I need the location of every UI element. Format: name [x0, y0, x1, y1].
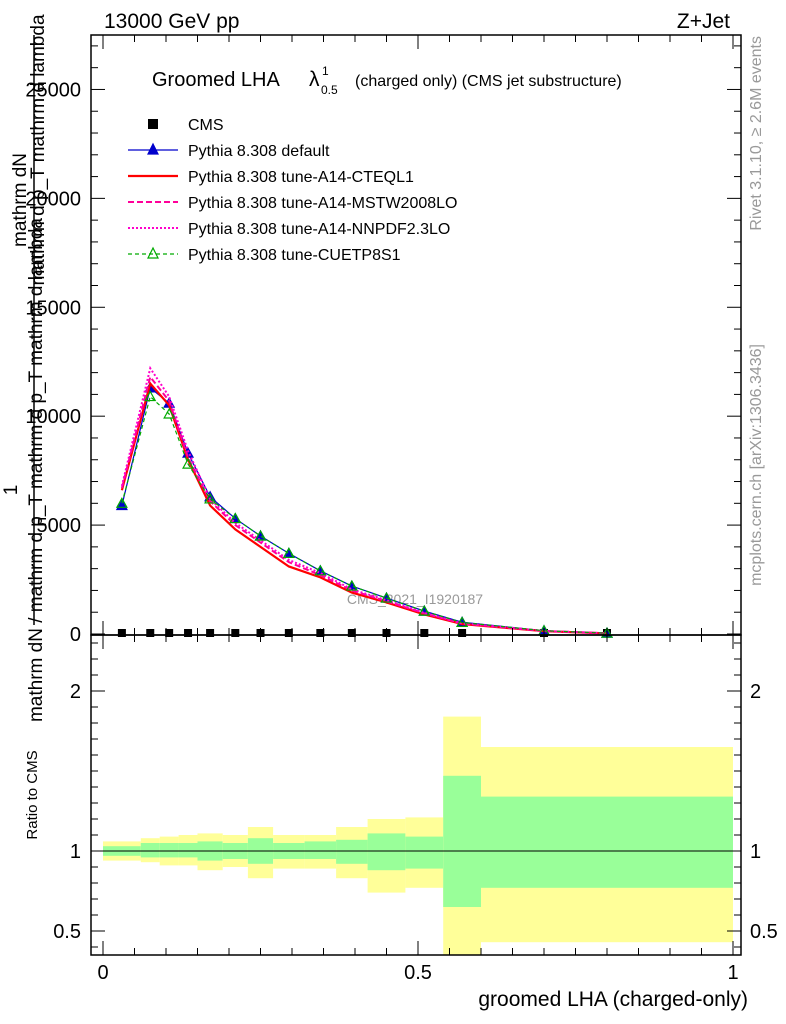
cuetp8s1-triangle-marker — [144, 390, 157, 402]
main-axes: 0 5000 10000 15000 20000 25000 — [25, 34, 742, 646]
ylabel-bottom: mathrm dN / mathrm d p_T mathrm d p_T ma… — [26, 218, 47, 722]
y-tick-label: 5000 — [37, 515, 82, 537]
x-tick-label: 0.5 — [404, 962, 432, 984]
cuetp8s1-triangle-marker — [282, 547, 295, 559]
plot-title: Groomed LHA — [152, 69, 280, 91]
y-tick-label: 25000 — [25, 79, 81, 101]
legend-marker-cms — [148, 119, 158, 129]
y-tick-label: 10000 — [25, 406, 81, 428]
ratio-band-inner — [336, 839, 368, 864]
series-line-2 — [120, 381, 608, 635]
x-axis-label: groomed LHA (charged-only) — [478, 988, 748, 1011]
legend-label-4: Pythia 8.308 tune-A14-NNPDF2.3LO — [188, 221, 450, 238]
cuetp8s1-triangle-marker — [380, 591, 393, 603]
title-sub: 0.5 — [321, 83, 338, 97]
cuetp8s1-triangle-marker — [345, 579, 358, 591]
cms-data-point — [420, 629, 429, 637]
y-tick-label: 0 — [70, 624, 81, 646]
ratio-axes: 0.5 0.5 1 1 2 2 0 0.5 1 — [53, 634, 778, 984]
y-tick-label: 15000 — [25, 297, 81, 319]
series-line-4 — [120, 365, 608, 635]
main-panel: CMS_2021_I1920187 0 5000 10000 15000 20000 25… — [1, 14, 742, 722]
legend: CMS Pythia 8.308 default Pythia 8.308 tune… — [128, 117, 457, 264]
cuetp8s1-triangle-marker — [456, 616, 469, 628]
mcplots-label: mcplots.cern.ch [arXiv:1306.3436] — [748, 344, 765, 586]
legend-label-2: Pythia 8.308 tune-A14-CTEQL1 — [188, 169, 414, 186]
ratio-ylabel: Ratio to CMS — [24, 750, 41, 839]
ratio-y-tick-label-right: 2 — [750, 681, 761, 703]
title-sup: 1 — [322, 64, 329, 78]
legend-label-0: CMS — [188, 117, 224, 134]
ratio-band-inner — [140, 843, 160, 858]
cuetp8s1-triangle-marker — [115, 497, 128, 508]
ratio-y-tick-label-right: 1 — [750, 841, 761, 863]
cuetp8s1-triangle-marker — [182, 457, 195, 469]
ratio-panel: 0.5 0.5 1 1 2 2 0 0.5 1 Ratio to CMS groomed LHA… — [24, 634, 778, 1011]
series-group — [115, 365, 614, 638]
cms-data-point — [146, 629, 155, 637]
ratio-band-inner — [178, 843, 198, 858]
ratio-y-tick-label: 0.5 — [53, 921, 81, 943]
cms-data-point — [231, 629, 240, 637]
rivet-label: Rivet 3.1.10, ≥ 2.6M events — [748, 36, 765, 231]
legend-label-1: Pythia 8.308 default — [188, 143, 330, 160]
cms-data-point — [458, 629, 467, 637]
ratio-band-inner — [304, 841, 337, 859]
cms-data-point — [165, 629, 174, 637]
legend-marker-1 — [147, 142, 159, 155]
ratio-band-inner — [481, 796, 733, 888]
header-right: Z+Jet — [677, 10, 730, 33]
title-rest: (charged only) (CMS jet substructure) — [355, 73, 622, 90]
ratio-band-inner — [159, 843, 179, 858]
ratio-y-tick-label: 2 — [70, 681, 81, 703]
cuetp8s1-triangle-marker — [229, 512, 242, 524]
watermark: CMS_2021_I1920187 — [347, 591, 483, 607]
x-tick-label: 1 — [727, 962, 738, 984]
cms-data-point — [184, 629, 193, 637]
title-main: Groomed LHA — [152, 69, 280, 91]
default-triangle-marker — [282, 547, 295, 559]
ratio-y-tick-label-right: 0.5 — [750, 921, 778, 943]
cms-data-point — [117, 629, 126, 637]
cuetp8s1-triangle-marker — [314, 564, 327, 576]
legend-label-3: Pythia 8.308 tune-A14-MSTW2008LO — [188, 195, 457, 212]
ratio-y-tick-label: 1 — [70, 841, 81, 863]
ratio-band-inner — [367, 833, 406, 871]
ratio-band-inner — [405, 836, 444, 869]
cuetp8s1-triangle-marker — [204, 492, 217, 504]
title-symbol: λ — [309, 68, 320, 91]
series-line-5 — [121, 395, 608, 634]
series-line-3 — [120, 374, 608, 635]
legend-marker-5 — [147, 246, 159, 259]
x-tick-label: 0 — [97, 962, 108, 984]
cms-data-point — [347, 629, 356, 637]
cuetp8s1-triangle-marker — [254, 529, 267, 541]
y-axis-label: mathrm dN mathrm d p_T mathrm d lambda 1… — [1, 14, 49, 722]
legend-label-5: Pythia 8.308 tune-CUETP8S1 — [188, 247, 401, 264]
ratio-frame — [90, 634, 742, 956]
y-tick-label: 20000 — [25, 188, 81, 210]
cuetp8s1-triangle-marker — [163, 407, 176, 419]
ratio-band-inner — [443, 775, 481, 907]
header-left: 13000 GeV pp — [104, 10, 239, 33]
ratio-bands — [91, 716, 741, 955]
ylabel-one: 1 — [1, 485, 22, 496]
cuetp8s1-triangle-marker — [418, 604, 431, 616]
ylabel-top: mathrm dN — [10, 153, 31, 247]
cms-data-point — [284, 629, 293, 637]
cms-data-point — [206, 629, 215, 637]
cms-data-point — [316, 629, 325, 637]
